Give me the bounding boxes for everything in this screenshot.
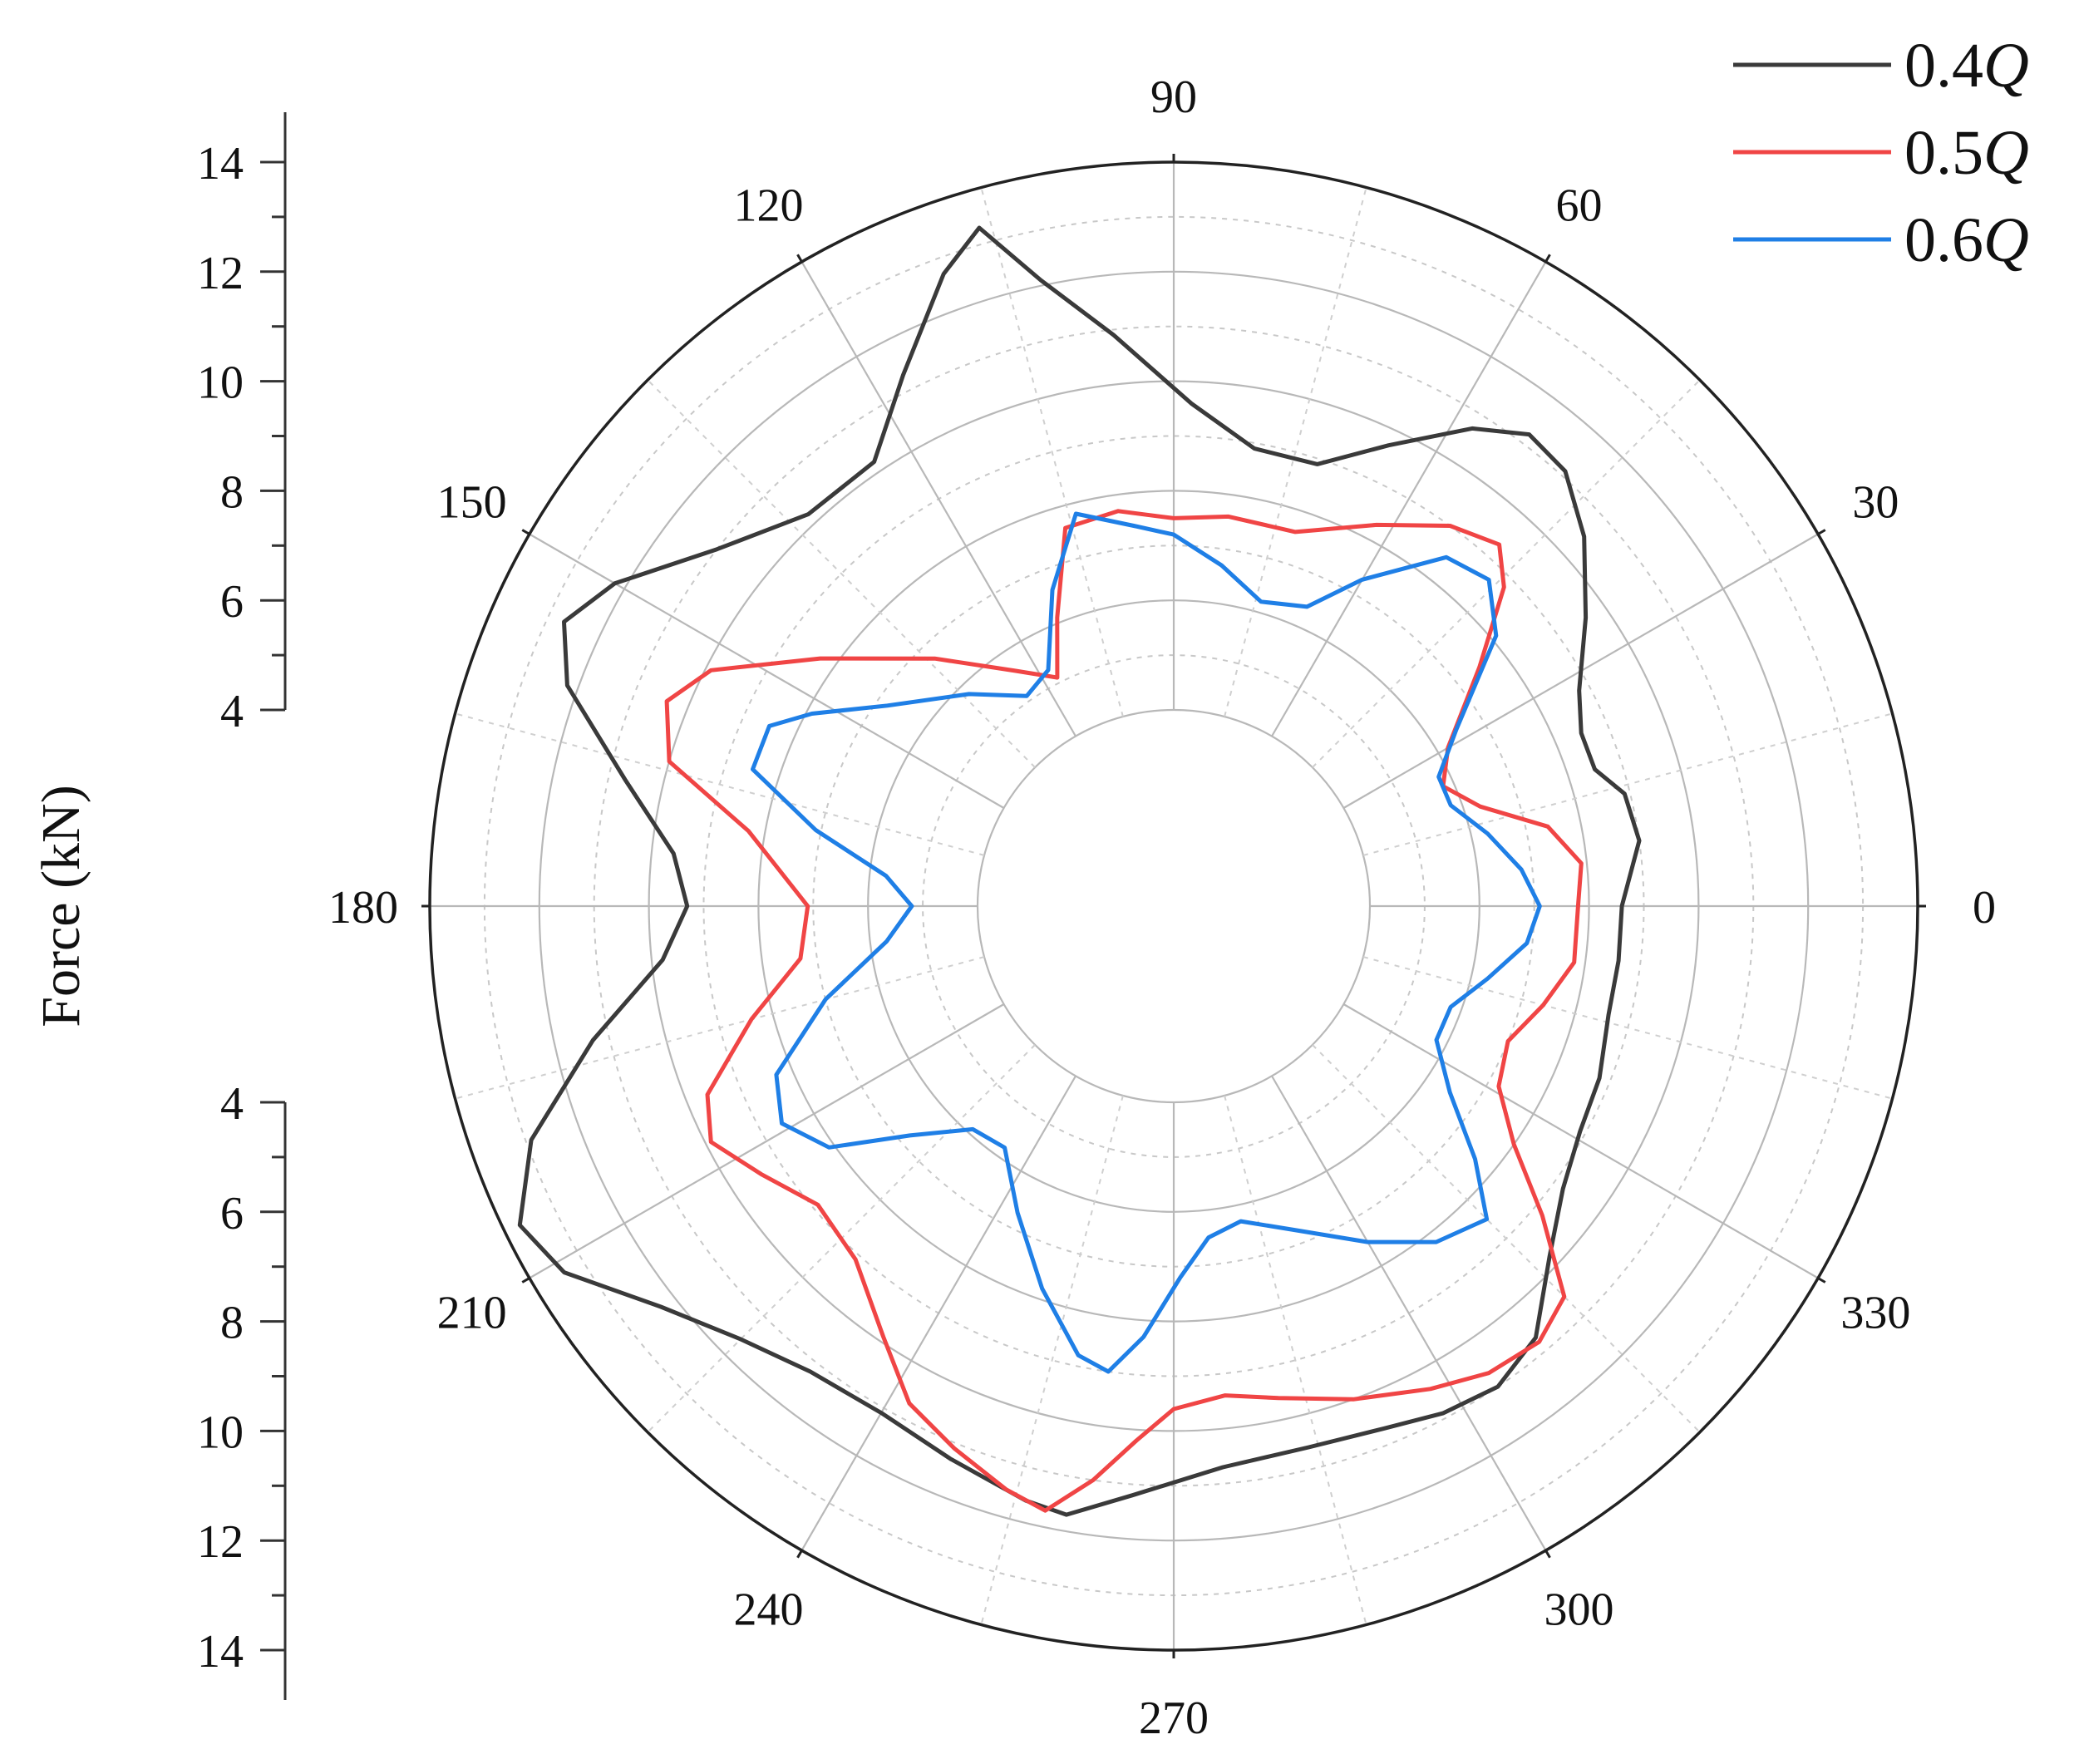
radial-tick-label: 12 bbox=[197, 1516, 244, 1568]
grid-spoke-minor bbox=[455, 712, 985, 856]
grid-spoke bbox=[529, 1003, 1005, 1279]
angle-label-120: 120 bbox=[734, 180, 804, 232]
grid-spoke bbox=[1271, 261, 1547, 737]
grid-spoke-minor bbox=[647, 379, 1036, 768]
radial-tick-label: 10 bbox=[197, 1407, 244, 1458]
radial-axis: 4 6 8 10 12 14 4 6 8 10 12 14 bbox=[197, 112, 287, 1700]
grid-spoke-minor bbox=[980, 1095, 1124, 1625]
radial-tick-label: 10 bbox=[197, 357, 244, 409]
grid-spoke bbox=[1271, 1075, 1547, 1551]
grid-ring bbox=[976, 708, 1372, 1104]
boundary-tick bbox=[796, 1550, 803, 1559]
boundary-tick bbox=[1817, 1277, 1826, 1284]
boundary-tick bbox=[1817, 529, 1826, 535]
grid-spoke-minor bbox=[1362, 956, 1893, 1100]
radial-tick-label: 8 bbox=[220, 466, 244, 518]
angle-label-180: 180 bbox=[328, 882, 398, 934]
grid-spoke-minor bbox=[980, 187, 1124, 717]
angle-label-60: 60 bbox=[1556, 180, 1603, 232]
boundary-tick bbox=[1544, 1550, 1551, 1559]
grid-spoke bbox=[1342, 1003, 1819, 1279]
grid-spoke bbox=[801, 261, 1076, 737]
legend-label-0.6Q: 0.6Q bbox=[1904, 205, 2029, 275]
radial-axis-upper: 4 6 8 10 12 14 bbox=[197, 112, 287, 737]
radial-tick-label: 14 bbox=[197, 138, 244, 190]
radial-tick-label: 6 bbox=[220, 1188, 244, 1239]
grid-spoke-minor bbox=[1224, 1095, 1367, 1625]
boundary-tick bbox=[521, 529, 530, 535]
radial-tick-label: 6 bbox=[220, 576, 244, 628]
angle-label-330: 330 bbox=[1840, 1288, 1910, 1339]
radial-tick-label: 4 bbox=[220, 1078, 244, 1130]
polar-grid bbox=[421, 154, 1926, 1658]
angle-label-0: 0 bbox=[1973, 882, 1996, 934]
grid-ring-minor bbox=[922, 654, 1426, 1158]
y-axis-title: Force (kN) bbox=[31, 785, 91, 1027]
series-layer bbox=[517, 225, 1642, 1517]
radial-tick-label: 14 bbox=[197, 1626, 244, 1678]
grid-spoke bbox=[801, 1075, 1076, 1551]
angle-label-300: 300 bbox=[1544, 1584, 1614, 1635]
angle-label-240: 240 bbox=[734, 1584, 804, 1635]
angle-label-30: 30 bbox=[1852, 477, 1899, 529]
grid-spoke-minor bbox=[455, 956, 985, 1100]
radial-tick-label: 12 bbox=[197, 248, 244, 299]
angle-label-270: 270 bbox=[1139, 1693, 1209, 1744]
series-line-0.5Q bbox=[664, 509, 1584, 1513]
angle-label-90: 90 bbox=[1150, 71, 1197, 123]
legend: 0.4Q 0.5Q 0.6Q bbox=[1733, 31, 2029, 275]
grid-spoke-minor bbox=[1312, 1044, 1701, 1433]
series-line-0.4Q bbox=[517, 225, 1642, 1517]
angle-label-150: 150 bbox=[437, 477, 507, 529]
grid-spoke-minor bbox=[1362, 712, 1893, 856]
legend-label-0.5Q: 0.5Q bbox=[1904, 118, 2029, 188]
angle-label-210: 210 bbox=[437, 1288, 507, 1339]
boundary-tick bbox=[521, 1277, 530, 1284]
radial-axis-lower: 4 6 8 10 12 14 bbox=[197, 1078, 287, 1700]
radial-tick-label: 8 bbox=[220, 1298, 244, 1349]
boundary-tick bbox=[1544, 254, 1551, 263]
radial-tick-label: 4 bbox=[220, 686, 244, 737]
series-line-0.6Q bbox=[751, 511, 1542, 1374]
angular-tick-labels: 0 30 60 90 120 150 180 210 240 270 300 330 bbox=[328, 71, 1996, 1744]
grid-spoke-minor bbox=[1224, 187, 1367, 717]
boundary-tick bbox=[796, 254, 803, 263]
grid-spoke-minor bbox=[1312, 379, 1701, 768]
grid-spoke bbox=[529, 533, 1005, 809]
legend-label-0.4Q: 0.4Q bbox=[1904, 31, 2029, 101]
